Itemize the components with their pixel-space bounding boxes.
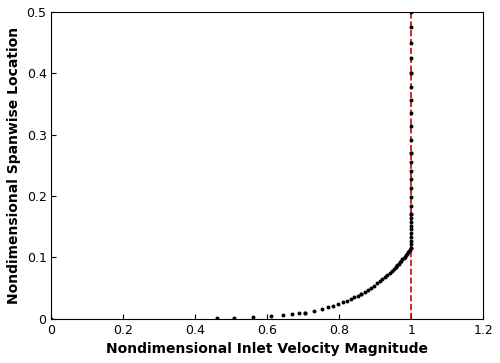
Point (213, 315, 221, 321)
Point (266, 314, 274, 319)
Point (357, 291, 365, 297)
Point (407, 227, 415, 232)
Point (386, 270, 394, 276)
Point (295, 311, 303, 317)
Point (407, 150, 415, 156)
Point (407, 70, 415, 76)
Point (407, 215, 415, 221)
Point (407, 230, 415, 236)
Point (397, 258, 405, 264)
Point (376, 278, 384, 284)
Point (301, 310, 309, 315)
Y-axis label: Nondimensional Spanwise Location: Nondimensional Spanwise Location (7, 27, 21, 304)
Point (407, 176, 415, 182)
Point (339, 299, 347, 305)
Point (407, 110, 415, 116)
Point (288, 311, 296, 317)
Point (407, 203, 415, 208)
Point (407, 150, 415, 156)
Point (230, 315, 238, 321)
Point (407, 83, 415, 89)
Point (407, 238, 415, 244)
Point (407, 241, 415, 247)
Point (407, 219, 415, 225)
Point (407, 70, 415, 76)
Point (407, 168, 415, 174)
Point (394, 262, 402, 268)
Point (301, 310, 309, 315)
Point (48, 316, 56, 322)
Point (400, 254, 408, 260)
Point (364, 287, 372, 293)
Point (357, 291, 365, 297)
Point (334, 301, 342, 307)
Point (406, 246, 414, 252)
Point (394, 261, 402, 266)
Point (318, 306, 326, 312)
Point (407, 234, 415, 240)
Point (407, 245, 415, 251)
Point (402, 252, 410, 258)
Point (407, 24, 415, 30)
Point (373, 281, 381, 286)
Point (407, 55, 415, 61)
Point (354, 293, 362, 299)
Point (392, 264, 400, 269)
Point (407, 97, 415, 103)
Point (347, 296, 355, 302)
Point (249, 314, 257, 320)
Point (360, 289, 368, 295)
Point (278, 313, 286, 318)
Point (381, 274, 389, 280)
Point (400, 255, 407, 261)
Point (392, 264, 400, 269)
Point (405, 248, 413, 254)
Point (384, 272, 392, 278)
Point (404, 249, 412, 255)
Point (407, 245, 415, 251)
Point (407, 185, 415, 191)
Point (324, 305, 332, 310)
Point (403, 251, 411, 257)
Point (390, 266, 398, 272)
Point (407, 40, 415, 45)
Point (310, 308, 318, 314)
Point (398, 257, 406, 262)
Point (407, 123, 415, 129)
Point (378, 276, 386, 282)
Point (370, 283, 378, 289)
Point (367, 285, 375, 291)
Point (407, 212, 415, 217)
Point (388, 268, 396, 274)
Point (343, 298, 351, 304)
Point (407, 9, 415, 15)
Point (330, 303, 338, 309)
Point (396, 259, 404, 265)
Point (407, 194, 415, 200)
Point (407, 137, 415, 143)
Point (407, 159, 415, 165)
Point (350, 294, 358, 300)
X-axis label: Nondimensional Inlet Velocity Magnitude: Nondimensional Inlet Velocity Magnitude (106, 342, 428, 356)
Point (407, 212, 415, 217)
Point (407, 223, 415, 229)
